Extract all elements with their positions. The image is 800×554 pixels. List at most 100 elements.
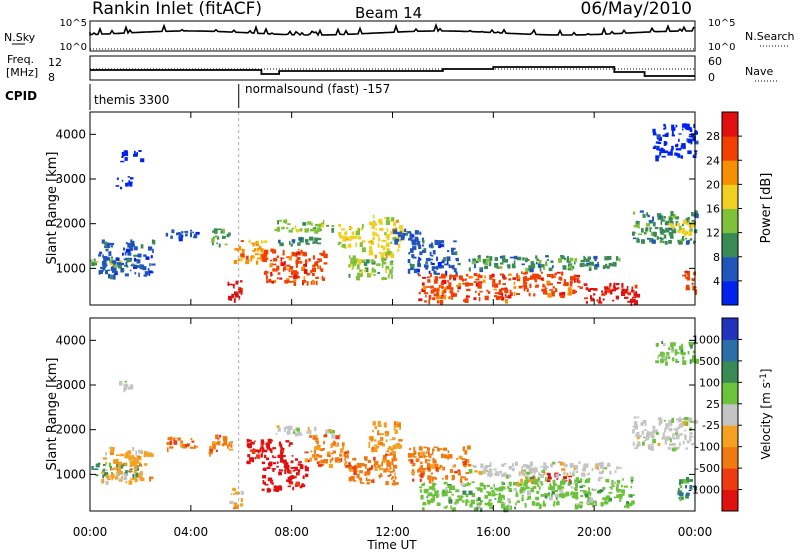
vel-cell — [292, 486, 295, 491]
vel-cell — [328, 463, 333, 469]
vel-cell — [449, 487, 451, 493]
vel-cell — [147, 452, 152, 456]
vel-cell — [667, 447, 672, 450]
vel-ytick-label: 3000 — [55, 378, 86, 392]
power-cell — [126, 248, 131, 253]
vel-cell — [679, 345, 684, 350]
vel-cell — [348, 462, 351, 467]
power-cell — [656, 134, 661, 138]
vel-cell — [467, 464, 472, 467]
vel-cell — [531, 480, 533, 485]
vel-cell — [548, 496, 553, 501]
vel-cell — [682, 356, 685, 360]
vel-cell — [427, 462, 431, 468]
vel-cell — [280, 469, 284, 472]
vel-xtick-label: 16:00 — [476, 525, 511, 539]
power-cell — [652, 132, 657, 136]
vel-cell — [665, 425, 668, 430]
vel-cell — [444, 491, 448, 496]
power-cell — [410, 267, 414, 271]
power-colorbar-swatch — [722, 208, 738, 234]
power-cell — [113, 265, 117, 268]
vel-cell — [489, 462, 492, 467]
vel-cell — [566, 491, 569, 497]
power-cell — [310, 269, 313, 274]
power-cell — [652, 221, 656, 227]
power-cell — [669, 231, 674, 235]
vel-cell — [427, 494, 431, 496]
power-cell — [567, 268, 571, 271]
vel-cell — [131, 454, 135, 460]
power-cell — [562, 265, 567, 270]
vel-cell — [487, 501, 490, 507]
power-cell — [211, 241, 214, 246]
vel-colorbar-swatch — [722, 425, 738, 448]
power-cell — [277, 272, 281, 275]
vel-cell — [566, 472, 569, 477]
vel-cell — [589, 497, 594, 503]
power-cell — [131, 244, 136, 247]
power-cell — [451, 252, 456, 255]
vel-cell — [339, 453, 342, 457]
power-cell — [511, 263, 514, 266]
power-cell — [408, 252, 411, 255]
vel-cell — [182, 444, 185, 449]
vel-cell — [408, 453, 413, 458]
power-cell — [489, 256, 493, 261]
power-cell — [431, 262, 435, 266]
power-cell — [123, 247, 126, 251]
power-cell — [685, 284, 690, 290]
vel-cell — [309, 429, 312, 435]
power-cell — [465, 273, 469, 277]
power-cell — [391, 274, 393, 279]
vel-cell — [293, 429, 295, 433]
power-cell — [419, 231, 422, 235]
vel-cell — [685, 477, 690, 482]
vel-cell — [292, 469, 295, 472]
power-cell — [458, 282, 461, 285]
vel-cell — [212, 444, 216, 450]
power-cell — [436, 240, 442, 245]
power-cell — [535, 255, 538, 259]
power-cell — [107, 269, 110, 272]
power-patch-10 — [278, 236, 322, 247]
power-cell — [692, 214, 696, 217]
vel-cell — [672, 443, 676, 446]
power-cell — [381, 240, 384, 242]
vel-cell — [519, 488, 523, 494]
vel-cell — [634, 447, 638, 449]
vel-cell — [677, 446, 680, 449]
power-cell — [641, 239, 645, 244]
vel-cell — [431, 478, 434, 482]
power-cell — [395, 219, 399, 223]
vel-cell — [593, 500, 597, 504]
power-cell — [286, 264, 291, 267]
power-cell — [176, 232, 180, 236]
vel-cell — [110, 467, 116, 471]
vel-cell — [560, 481, 565, 484]
power-cell — [269, 264, 273, 268]
power-cell — [670, 150, 673, 156]
vel-cell — [377, 430, 380, 436]
power-patch-1 — [98, 239, 156, 280]
vel-cell — [689, 438, 692, 442]
power-cell — [297, 242, 301, 246]
power-cell — [297, 276, 300, 279]
vel-cell — [589, 501, 594, 506]
vel-cell — [169, 440, 173, 446]
power-cell — [431, 266, 435, 271]
freq-trace — [90, 66, 695, 77]
power-cell — [486, 255, 489, 258]
power-cell — [659, 240, 663, 244]
vel-cell — [691, 358, 695, 363]
vel-cell — [331, 444, 334, 447]
power-cell — [455, 271, 458, 276]
vel-cell — [523, 487, 526, 491]
power-cell — [540, 264, 545, 268]
vel-cell — [575, 496, 579, 500]
power-cell — [663, 127, 666, 130]
cpid-row: CPID themis 3300 normalsound (fast) -157 — [5, 82, 390, 110]
vel-cell — [621, 484, 623, 488]
vel-cell — [271, 468, 276, 470]
